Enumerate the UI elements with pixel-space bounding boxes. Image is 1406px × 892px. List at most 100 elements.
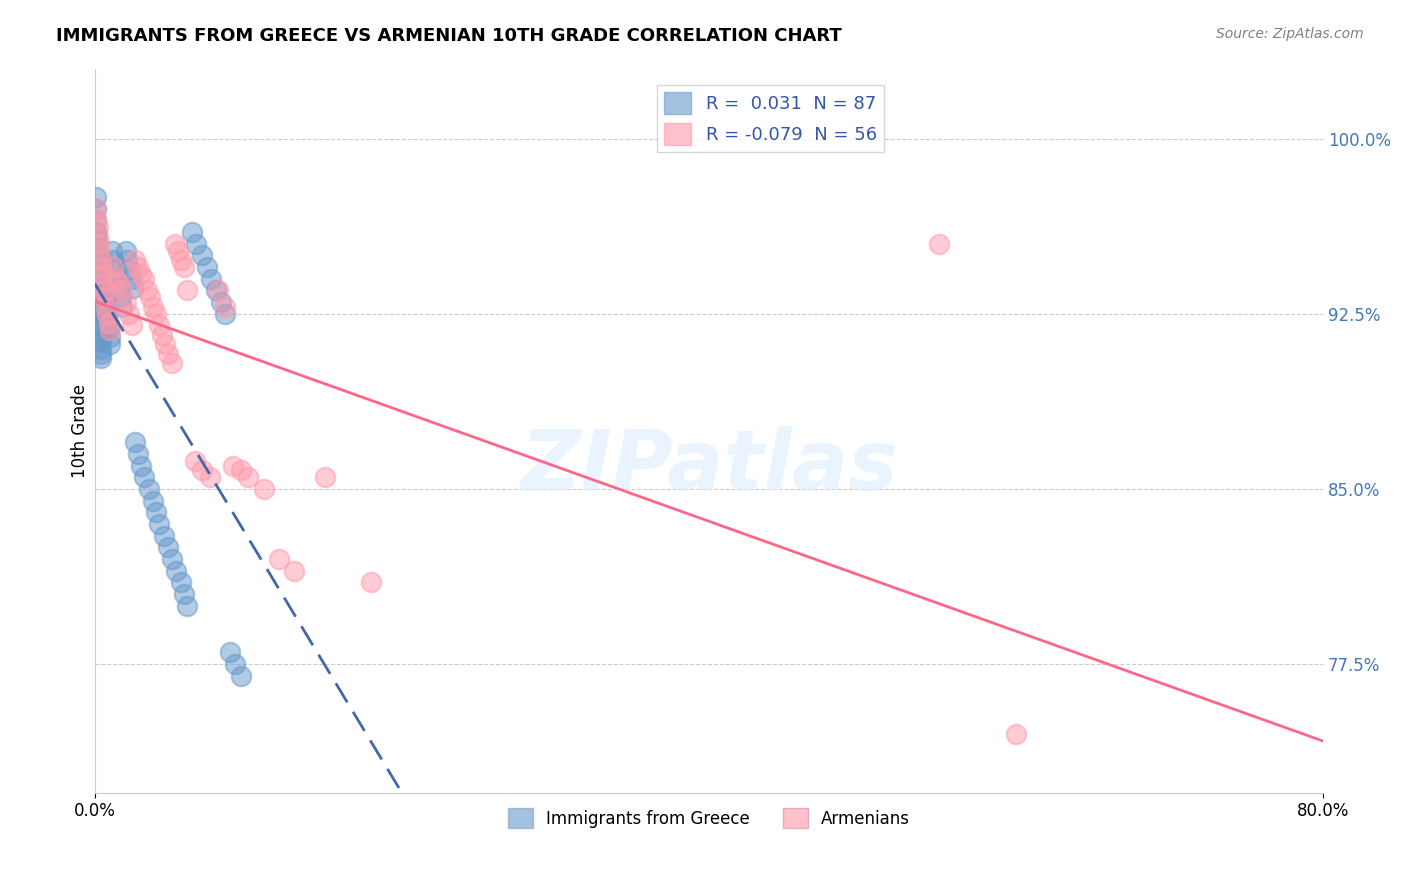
Point (90, 351, 112, 366)
Point (928, 236, 950, 251)
Point (127, 447, 149, 461)
Point (93, 284, 115, 298)
Text: IMMIGRANTS FROM GREECE VS ARMENIAN 10TH GRADE CORRELATION CHART: IMMIGRANTS FROM GREECE VS ARMENIAN 10TH … (56, 27, 842, 45)
Point (91, 267, 114, 281)
Point (107, 272, 129, 286)
Point (148, 516, 170, 531)
Point (142, 300, 165, 314)
Point (191, 248, 214, 262)
Point (100, 244, 122, 258)
Point (136, 284, 159, 298)
Point (86, 213, 108, 227)
Point (97, 323, 120, 337)
Point (173, 260, 195, 274)
Point (180, 225, 202, 239)
Point (87, 288, 110, 302)
Point (89, 300, 111, 314)
Text: Source: ZipAtlas.com: Source: ZipAtlas.com (1216, 27, 1364, 41)
Point (183, 454, 205, 468)
Point (229, 463, 252, 477)
Point (108, 277, 131, 291)
Point (89, 244, 111, 258)
Point (160, 552, 183, 566)
Point (110, 290, 132, 304)
Point (1005, 727, 1028, 741)
Point (283, 564, 305, 578)
Point (87, 260, 110, 274)
Point (89, 307, 111, 321)
Point (98, 323, 121, 337)
Point (87, 253, 110, 268)
Y-axis label: 10th Grade: 10th Grade (72, 384, 89, 477)
Point (145, 307, 167, 321)
Point (224, 657, 246, 672)
Point (148, 318, 170, 333)
Point (170, 575, 193, 590)
Legend: Immigrants from Greece, Armenians: Immigrants from Greece, Armenians (501, 801, 917, 835)
Point (87, 284, 110, 298)
Point (86, 241, 108, 255)
Point (90, 342, 112, 356)
Point (86, 229, 108, 244)
Point (105, 272, 128, 286)
Point (129, 267, 152, 281)
Point (200, 272, 222, 286)
Point (267, 552, 290, 566)
Point (87, 229, 110, 244)
Point (89, 290, 111, 304)
Point (90, 327, 112, 342)
Point (207, 284, 229, 298)
Point (222, 458, 245, 473)
Point (155, 337, 177, 351)
Point (90, 253, 112, 268)
Point (124, 253, 146, 268)
Point (86, 235, 108, 249)
Point (314, 470, 336, 484)
Point (142, 493, 165, 508)
Point (115, 253, 138, 268)
Point (87, 272, 110, 286)
Point (214, 300, 236, 314)
Point (121, 318, 143, 333)
Point (165, 564, 187, 578)
Point (127, 260, 149, 274)
Point (90, 330, 112, 344)
Point (90, 346, 112, 360)
Point (157, 541, 180, 555)
Point (238, 470, 260, 484)
Text: ZIPatlas: ZIPatlas (520, 426, 898, 508)
Point (96, 307, 118, 321)
Point (214, 307, 236, 321)
Point (184, 236, 207, 251)
Point (87, 220, 110, 235)
Point (132, 272, 155, 286)
Point (89, 314, 111, 328)
Point (104, 262, 127, 277)
Point (145, 505, 167, 519)
Point (139, 290, 162, 304)
Point (89, 236, 111, 251)
Point (121, 272, 143, 286)
Point (160, 356, 183, 370)
Point (150, 327, 173, 342)
Point (96, 314, 118, 328)
Point (91, 277, 114, 291)
Point (97, 316, 120, 330)
Point (117, 307, 139, 321)
Point (93, 284, 115, 298)
Point (96, 307, 118, 321)
Point (111, 300, 134, 314)
Point (87, 277, 110, 291)
Point (108, 281, 131, 295)
Point (91, 260, 114, 274)
Point (117, 262, 139, 277)
Point (163, 236, 186, 251)
Point (173, 587, 195, 601)
Point (191, 463, 214, 477)
Point (253, 482, 276, 496)
Point (90, 334, 112, 349)
Point (89, 318, 111, 333)
Point (93, 290, 115, 304)
Point (87, 267, 110, 281)
Point (90, 260, 112, 274)
